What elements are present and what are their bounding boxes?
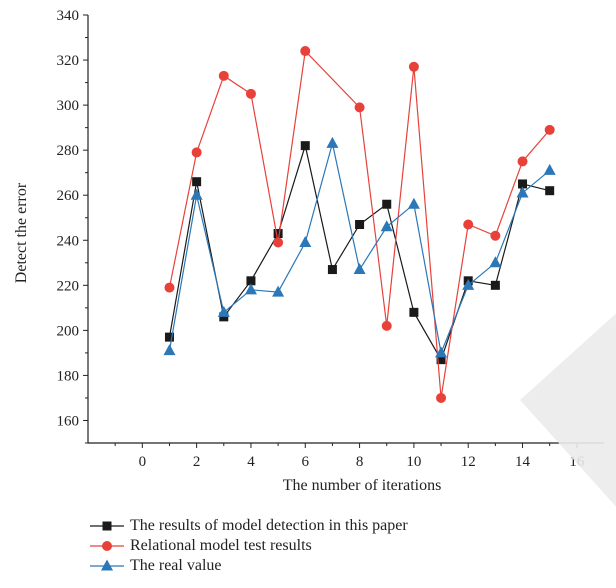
legend-swatch-triangle [90, 559, 124, 571]
data-point-square [327, 265, 337, 275]
data-point-circle [463, 219, 474, 230]
data-point-triangle [163, 344, 176, 356]
legend-swatch-marker [102, 541, 112, 551]
legend-label: The results of model detection in this p… [130, 517, 408, 534]
data-point-square [545, 186, 555, 196]
data-point-square [382, 199, 392, 209]
x-tick-label: 14 [515, 454, 531, 470]
data-point-circle [300, 46, 311, 57]
legend-item-series-2: Relational model test results [88, 536, 408, 556]
data-point-square [300, 141, 310, 151]
data-point-triangle [190, 188, 203, 200]
data-point-triangle [462, 278, 475, 290]
chart-legend: The results of model detection in this p… [88, 516, 408, 576]
legend-label: The real value [130, 557, 222, 574]
series-1 [164, 141, 555, 365]
data-point-square [164, 332, 174, 342]
data-point-circle [245, 88, 256, 99]
y-tick-label: 320 [57, 53, 80, 69]
data-point-triangle [407, 197, 420, 209]
data-point-triangle [516, 186, 529, 198]
legend-item-series-3: The real value [88, 556, 408, 576]
data-point-square [355, 219, 365, 229]
data-point-square [436, 355, 446, 365]
data-point-circle [544, 124, 555, 135]
data-point-circle [436, 392, 447, 403]
x-tick-label: 2 [193, 454, 201, 470]
x-tick-label: 4 [247, 454, 255, 470]
data-point-circle [164, 282, 175, 293]
y-tick-label: 280 [57, 143, 80, 159]
series-2 [164, 46, 555, 403]
x-tick-label: 12 [461, 454, 476, 470]
series-line [168, 143, 550, 362]
y-tick-label: 340 [57, 8, 80, 24]
data-point-triangle [326, 136, 339, 148]
x-tick-label: 10 [406, 454, 421, 470]
y-axis-title: Detect the error [13, 182, 30, 283]
legend-swatch-square [90, 521, 124, 531]
y-tick-label: 200 [57, 323, 80, 339]
data-point-circle [381, 320, 392, 331]
series-3 [163, 136, 556, 358]
data-point-triangle [299, 236, 312, 248]
legend-swatch-marker [101, 559, 113, 571]
x-tick-label: 8 [356, 454, 364, 470]
data-point-square [409, 307, 419, 317]
x-axis-title: The number of iterations [283, 477, 442, 494]
y-tick-label: 180 [57, 368, 80, 384]
legend-item-series-1: The results of model detection in this p… [88, 516, 408, 536]
legend-swatch-marker [102, 521, 112, 531]
data-point-triangle [489, 256, 502, 268]
chart-axes: 160 180 200 220 240 260 280 300 320 340 0 2 4 6 8 10 12 1… [57, 8, 604, 470]
data-point-square [219, 312, 229, 322]
y-tick-label: 300 [57, 98, 80, 114]
y-tick-label: 240 [57, 233, 80, 249]
data-point-circle [191, 147, 202, 158]
data-point-triangle [435, 346, 448, 358]
data-point-circle [408, 61, 419, 72]
data-point-square [192, 177, 202, 187]
data-point-triangle [244, 283, 257, 295]
data-point-circle [218, 70, 229, 81]
data-point-triangle [353, 263, 366, 275]
y-tick-label: 160 [57, 413, 80, 429]
data-point-circle [273, 237, 284, 248]
series-line [168, 143, 551, 356]
y-tick-label: 220 [57, 278, 80, 294]
legend-swatch-circle [90, 541, 124, 551]
data-point-triangle [543, 163, 556, 175]
data-point-triangle [380, 220, 393, 232]
data-point-square [490, 280, 500, 290]
data-point-circle [490, 230, 501, 241]
data-point-circle [517, 156, 528, 167]
x-tick-label: 6 [302, 454, 310, 470]
data-point-square [273, 229, 283, 239]
data-point-triangle [272, 285, 285, 297]
chart-series [163, 46, 556, 403]
data-point-square [246, 276, 256, 286]
data-point-circle [354, 102, 365, 113]
data-point-square [518, 179, 528, 189]
legend-label: Relational model test results [130, 537, 312, 554]
y-tick-label: 260 [57, 188, 80, 204]
data-point-triangle [217, 305, 230, 317]
x-tick-label: 0 [139, 454, 147, 470]
